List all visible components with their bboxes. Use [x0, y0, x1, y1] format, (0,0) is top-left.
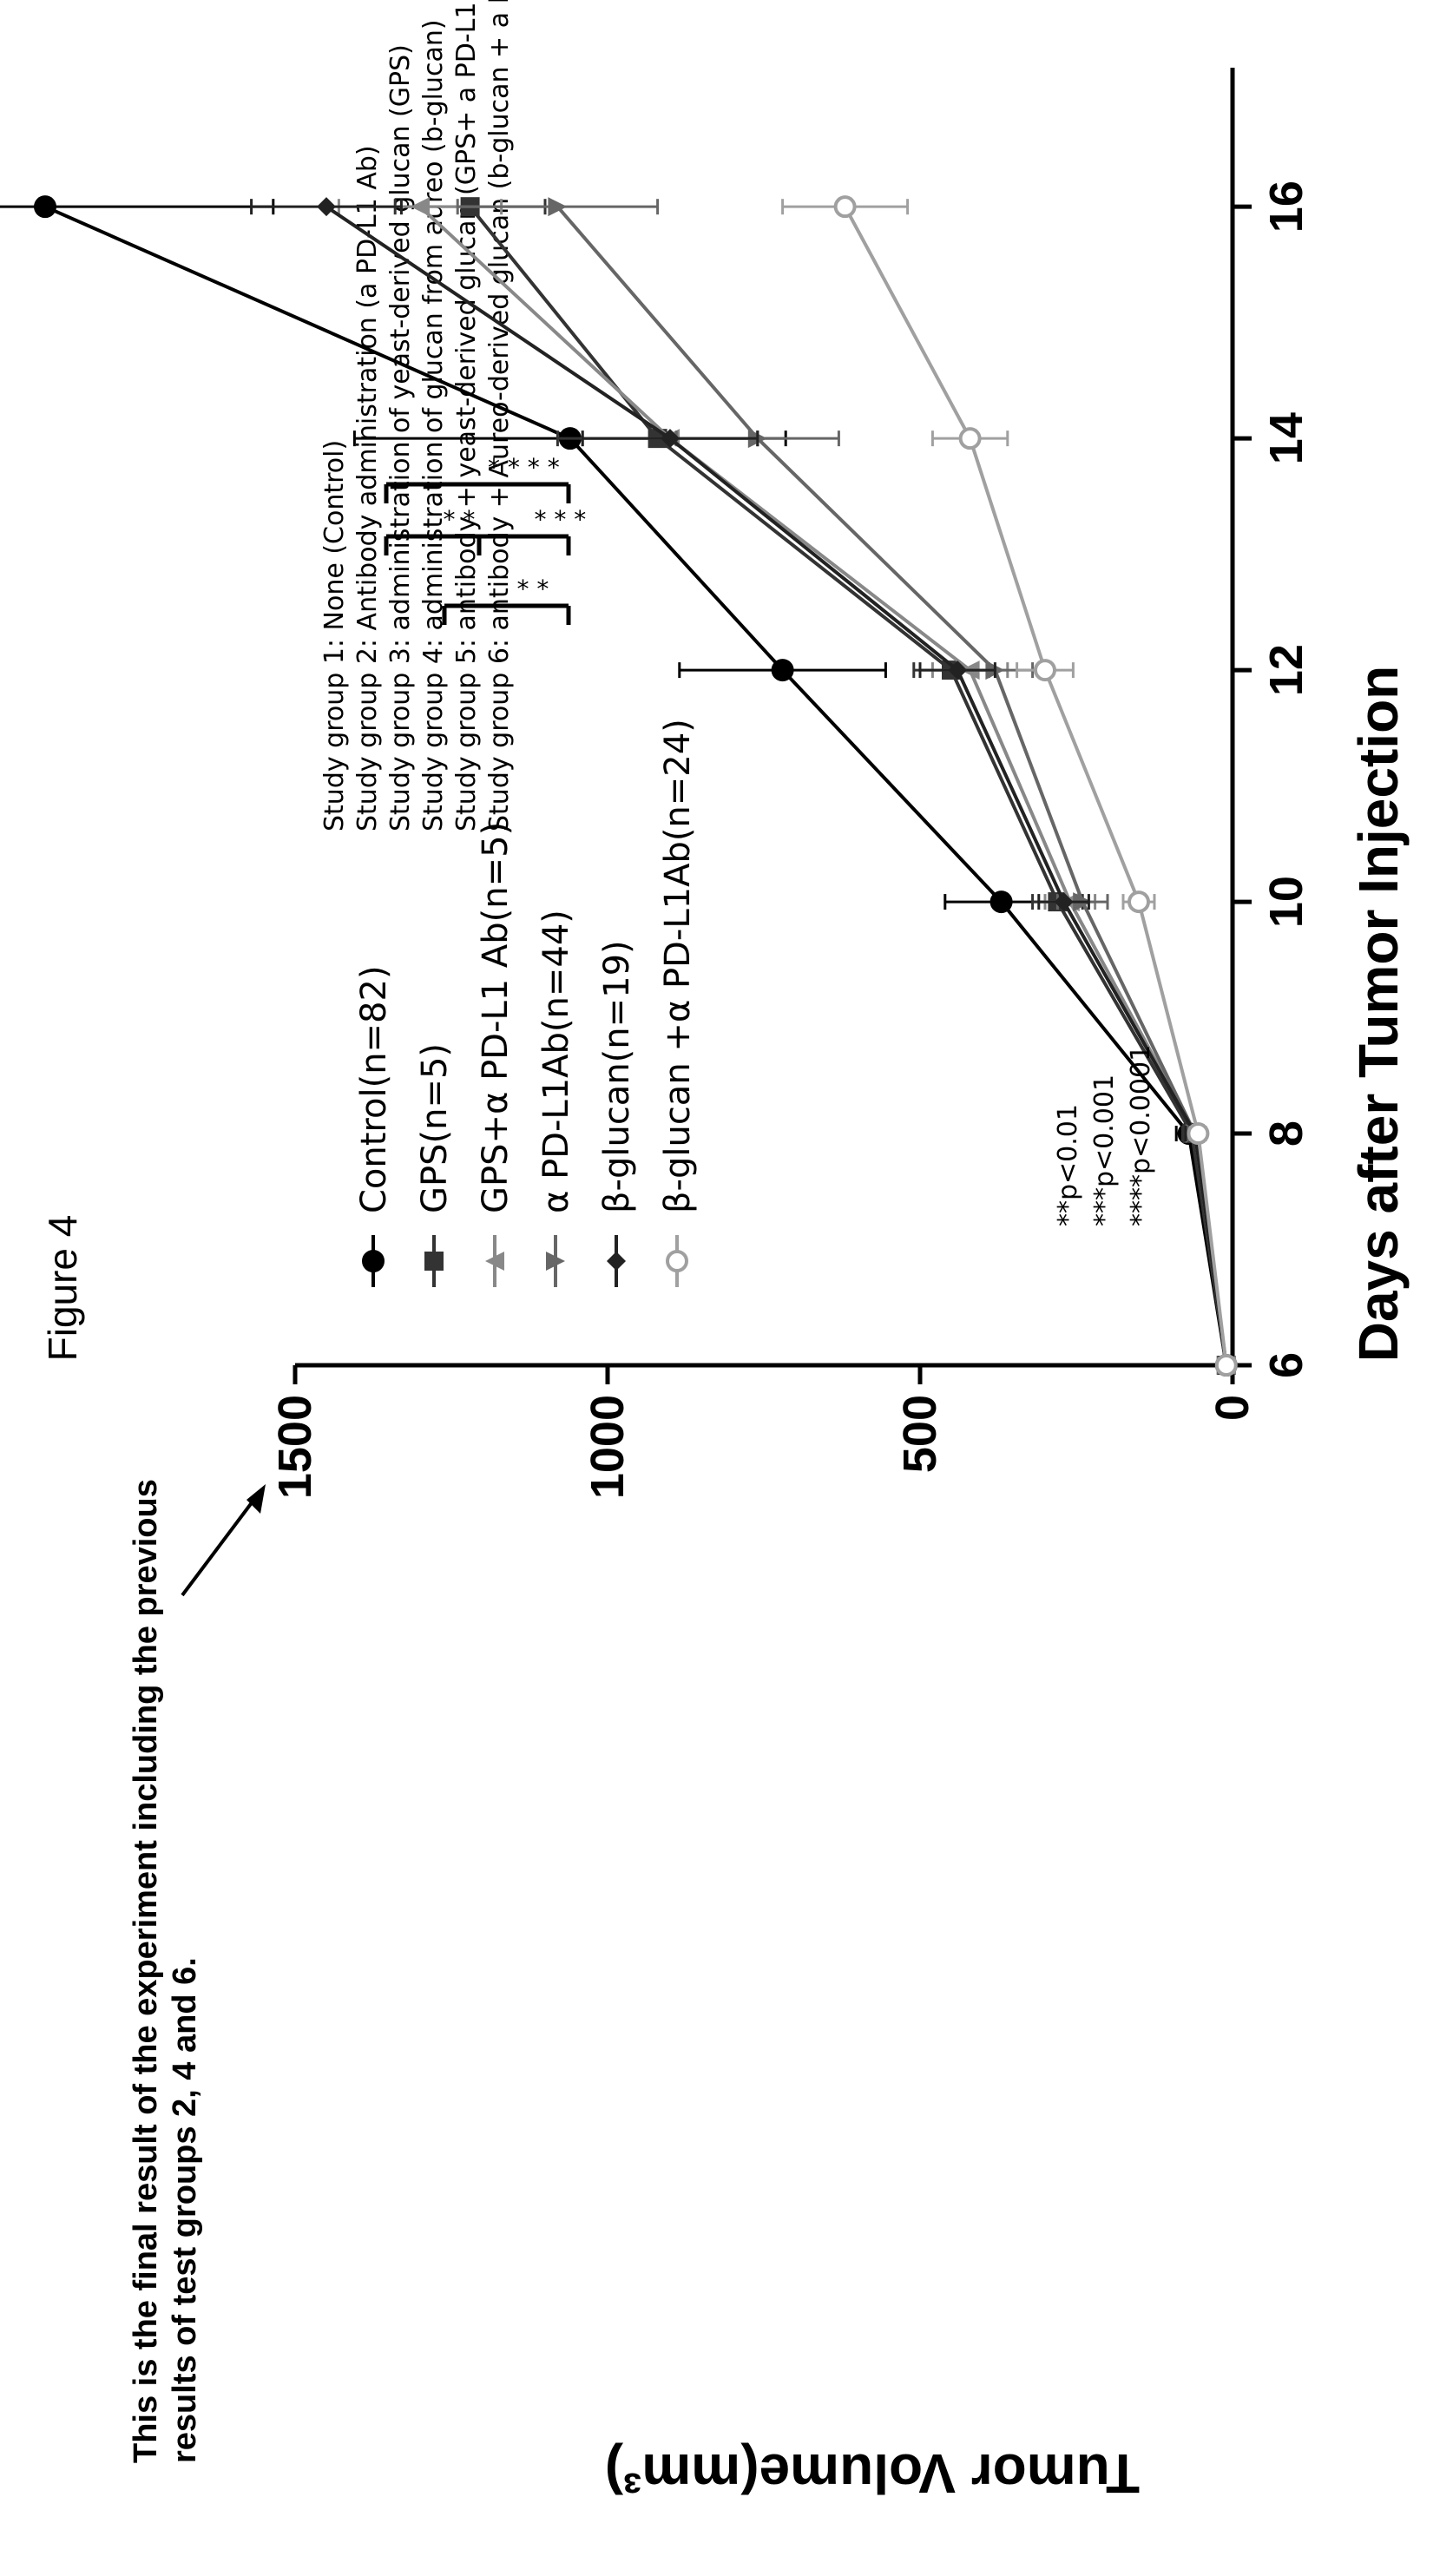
data-point [548, 197, 568, 217]
y-tick-label: 0 [1206, 1395, 1259, 1421]
legend-entry-6: β-glucan +α PD-L1Ab(n=24) [658, 719, 698, 1287]
series-line [325, 205, 1228, 1366]
legend-marker [546, 1252, 565, 1271]
bracket-label: * * [444, 505, 476, 534]
p-legend-1-stars: ** [1053, 1200, 1083, 1226]
p-legend-3: ****p<0.0001 [1126, 1045, 1156, 1226]
study-group-1: Study group 1: None (Control) [319, 440, 350, 831]
data-point [989, 890, 1013, 914]
y-tick-label: 1500 [269, 1395, 321, 1499]
p-legend-2-stars: *** [1089, 1187, 1120, 1226]
legend-marker [362, 1250, 385, 1272]
bracket-label: * * * * [488, 453, 560, 482]
legend-label: GPS(n=5) [415, 1043, 455, 1213]
data-point [317, 197, 336, 217]
figure-title: Figure 4 [40, 1215, 85, 1362]
study-group-2: Study group 2: Antibody administration (… [352, 145, 383, 831]
data-point [411, 197, 430, 217]
y-axis-title: Tumor Volume(mm³) [605, 2442, 1140, 2505]
x-tick-label: 8 [1260, 1120, 1312, 1147]
data-point [1128, 890, 1150, 914]
data-point [1034, 659, 1056, 682]
x-tick-label: 10 [1260, 876, 1312, 928]
legend-marker [424, 1252, 444, 1271]
sig-bracket-1: * * * * [384, 453, 571, 503]
x-tick-label: 6 [1260, 1352, 1312, 1378]
legend-entry-2: GPS(n=5) [415, 1043, 455, 1287]
legend-label: α PD-L1Ab(n=44) [536, 910, 576, 1213]
legend-entry-5: β-glucan(n=19) [597, 940, 637, 1287]
legend-marker [485, 1252, 504, 1271]
note-arrow-head [247, 1484, 266, 1514]
p-legend-3-stars: **** [1126, 1174, 1156, 1226]
y-tick-label: 500 [894, 1395, 946, 1473]
data-point [948, 660, 968, 680]
study-group-6: Study group 6: antibody + Aureo-derived … [484, 0, 515, 831]
p-legend-3-text: p<0.0001 [1126, 1045, 1156, 1174]
legend-entry-3: GPS+α PD-L1 Ab(n=5) [476, 822, 516, 1287]
legend-label: β-glucan +α PD-L1Ab(n=24) [658, 719, 698, 1213]
series-layer [0, 195, 1238, 1377]
data-point [1214, 1354, 1238, 1377]
data-point [958, 427, 982, 450]
p-legend-1-text: p<0.01 [1053, 1104, 1083, 1200]
legend: Control(n=82) GPS(n=5) GPS+α PD-L1 Ab(n=5)… [354, 719, 698, 1287]
legend-entry-1: Control(n=82) [354, 965, 394, 1287]
legend-marker [666, 1250, 688, 1272]
note-line-2: results of test groups 2, 4 and 6. [167, 1957, 203, 2463]
significance-brackets: * * * * * * * * * * * [384, 453, 587, 625]
data-point [771, 659, 794, 682]
p-legend-2: ***p<0.001 [1089, 1074, 1120, 1226]
legend-marker [607, 1252, 626, 1271]
study-group-4: Study group 4: administration of glucan … [418, 19, 449, 831]
bracket-label: * * * [535, 505, 587, 534]
sig-bracket-3: * * * [477, 505, 587, 555]
series-line [843, 206, 1228, 1366]
axes: 6 8 10 12 14 16 0 500 1000 1500 [269, 68, 1312, 1499]
data-point [833, 195, 857, 219]
legend-entry-4: α PD-L1Ab(n=44) [536, 910, 576, 1287]
y-tick-label: 1000 [582, 1395, 634, 1499]
sig-bracket-4: * * [442, 575, 571, 625]
p-legend-2-text: p<0.001 [1089, 1074, 1120, 1187]
x-tick-label: 14 [1260, 412, 1312, 464]
legend-label: GPS+α PD-L1 Ab(n=5) [476, 822, 516, 1213]
data-point [1187, 1122, 1210, 1146]
bracket-label: * * [517, 575, 549, 603]
legend-label: Control(n=82) [354, 965, 394, 1213]
x-tick-label: 12 [1260, 644, 1312, 696]
x-tick-label: 16 [1260, 181, 1312, 233]
data-point [1054, 892, 1074, 912]
data-point [661, 429, 680, 449]
data-point [34, 195, 56, 219]
legend-label: β-glucan(n=19) [597, 940, 637, 1213]
x-axis-title: Days after Tumor Injection [1347, 666, 1410, 1363]
note-arrow [181, 1489, 262, 1597]
study-group-list: Study group 1: None (Control) Study grou… [319, 0, 515, 831]
study-group-5: Study group 5: antibody + yeast-derived … [451, 0, 482, 831]
p-legend-1: **p<0.01 [1053, 1104, 1083, 1226]
p-value-legend: **p<0.01 ***p<0.001 ****p<0.0001 [1053, 1045, 1156, 1226]
series-6 [781, 195, 1238, 1377]
series-line [44, 205, 1228, 1366]
note-line-1: This is the final result of the experime… [128, 1479, 164, 2463]
